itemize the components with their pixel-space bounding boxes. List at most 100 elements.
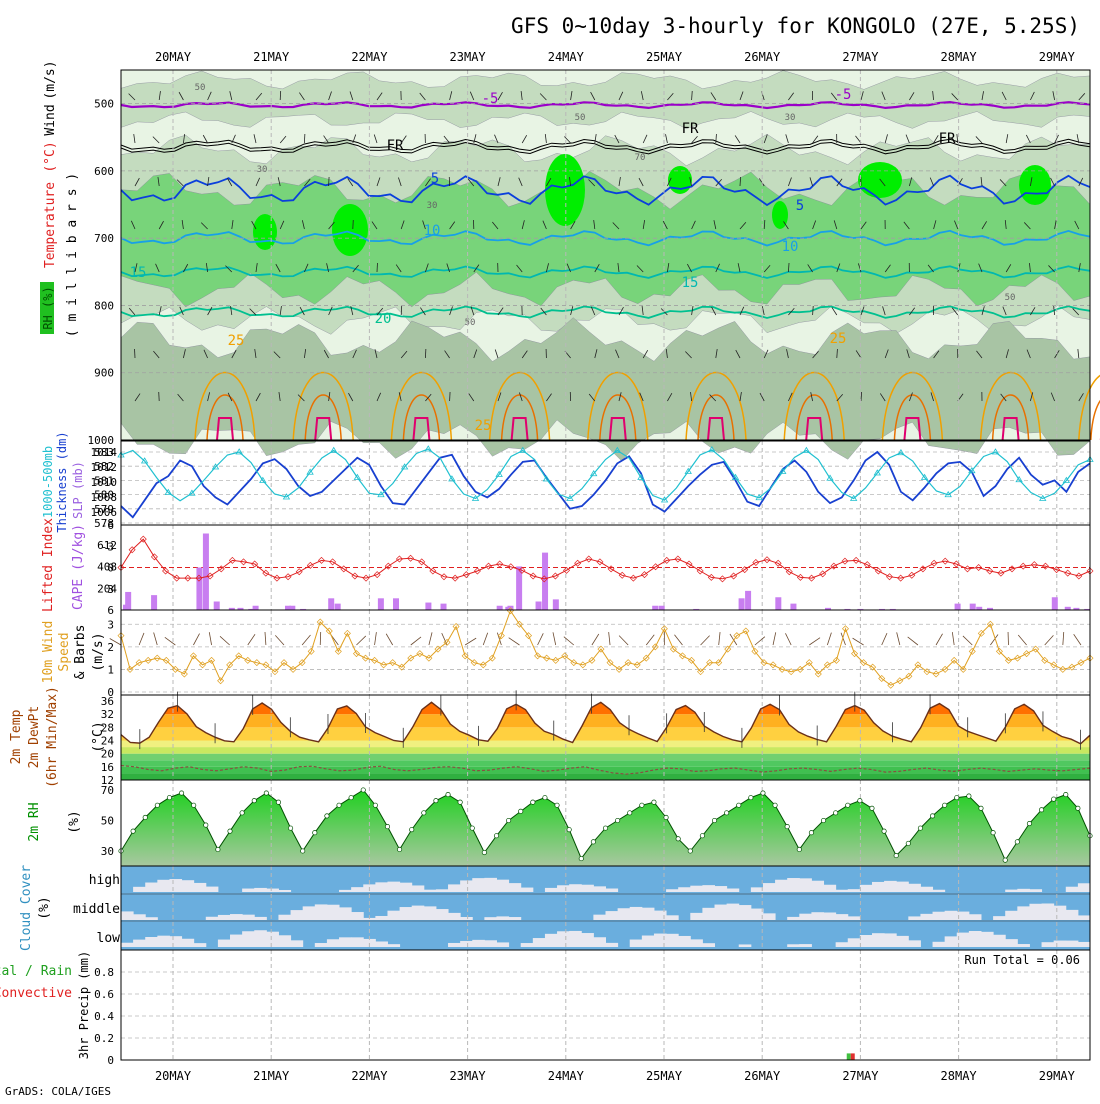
wind-barb — [674, 635, 682, 645]
wind-barb — [730, 634, 737, 645]
contour-label: 15 — [682, 275, 699, 291]
cloud-bar — [618, 908, 631, 920]
rh-marker — [1015, 840, 1019, 844]
cloud-bar — [606, 943, 619, 947]
contour-label: 50 — [575, 113, 586, 123]
cloud-bar — [278, 935, 291, 947]
cloud-bar — [121, 911, 134, 920]
rh-marker — [373, 803, 377, 807]
rh-marker — [858, 798, 862, 802]
rh-marker — [276, 800, 280, 804]
cloud-bar — [230, 935, 243, 947]
cloud-bar — [969, 931, 982, 947]
temp-band — [121, 688, 1090, 701]
top-date-label: 26MAY — [744, 50, 781, 64]
cloud-bar — [375, 882, 388, 892]
rh-high-area — [545, 154, 585, 226]
panel-axis-label: ( m i l l i b a r s ) — [65, 173, 80, 337]
cloud-bar — [908, 916, 921, 920]
cape-bar — [970, 604, 976, 610]
slp-tick: 1010 — [91, 476, 118, 489]
cloud-bar — [1054, 941, 1067, 947]
cloud-bar — [351, 887, 364, 892]
temp-band — [121, 747, 1090, 754]
top-date-label: 21MAY — [253, 50, 290, 64]
wind-barb — [386, 634, 393, 645]
cloud-bar — [872, 933, 885, 947]
precip-tick: 0.8 — [94, 966, 114, 979]
rh-marker — [204, 823, 208, 827]
cloud-bar — [678, 936, 691, 947]
cloud-bar — [848, 889, 861, 892]
cloud-bar — [400, 907, 413, 920]
cloud-bar — [145, 917, 158, 920]
rh-marker — [979, 806, 983, 810]
cloud-bar — [460, 880, 473, 892]
rh-marker — [131, 829, 135, 833]
cloud-bar — [666, 934, 679, 947]
cloud-bar — [848, 916, 861, 920]
panel-axis-label: Total / Rain — [0, 964, 72, 979]
top-date-label: 27MAY — [842, 50, 879, 64]
cloud-bar — [291, 910, 304, 920]
bottom-date-label: 23MAY — [450, 1069, 487, 1083]
wind-speed-line — [121, 611, 1090, 686]
rh-marker — [337, 803, 341, 807]
temp-band — [121, 741, 1090, 748]
cloud-bar — [872, 882, 885, 892]
rh-marker — [688, 849, 692, 853]
wind-barb — [275, 635, 284, 645]
cloud-bar — [182, 939, 195, 947]
rh-marker — [640, 803, 644, 807]
rh-marker — [506, 818, 510, 822]
cloud-bar — [242, 915, 255, 920]
wind-barb — [509, 638, 520, 645]
wind-barb — [952, 632, 954, 645]
cloud-bar — [593, 886, 606, 892]
cloud-bar — [739, 905, 752, 920]
wind-barb — [785, 633, 791, 645]
cloud-bar — [1017, 889, 1030, 892]
cape-bar — [553, 599, 559, 610]
rh-marker — [724, 811, 728, 815]
rh-marker — [1076, 806, 1080, 810]
cloud-bar — [254, 888, 267, 892]
panel-axis-label: Wind — [43, 104, 58, 135]
contour-label: 50 — [1005, 293, 1016, 303]
cloud-bar — [824, 912, 837, 920]
cloud-bar — [569, 931, 582, 947]
rh-marker — [809, 831, 813, 835]
contour-label: 25 — [228, 333, 245, 349]
panel-axis-label: Speed — [57, 632, 72, 671]
cloud-bar — [727, 904, 740, 920]
rh-high-area — [332, 204, 368, 256]
cloud-bar — [884, 933, 897, 947]
rh-marker — [882, 829, 886, 833]
temp-tick: 32 — [101, 708, 114, 721]
rh-marker — [1051, 797, 1055, 801]
panel-axis-label: RH (%) — [41, 286, 55, 329]
rh-marker — [930, 814, 934, 818]
cloud-bar — [1066, 887, 1079, 892]
cloud-bar — [606, 889, 619, 892]
slp-tick: 1008 — [91, 491, 118, 504]
cloud-bar — [436, 909, 449, 920]
cloud-bar — [606, 911, 619, 920]
cloud-bar — [460, 941, 473, 947]
cape-bar — [335, 604, 341, 610]
cloud-bar — [908, 884, 921, 892]
rh-marker — [918, 826, 922, 830]
cloud-bar — [1029, 904, 1042, 920]
panel-frame — [121, 950, 1090, 1060]
wind-barb — [592, 634, 599, 645]
temp-band — [121, 714, 1090, 727]
cloud-bar — [993, 935, 1006, 947]
rh-high-area — [858, 162, 902, 198]
wind-barb — [302, 635, 310, 645]
cloud-bar — [1005, 939, 1018, 947]
